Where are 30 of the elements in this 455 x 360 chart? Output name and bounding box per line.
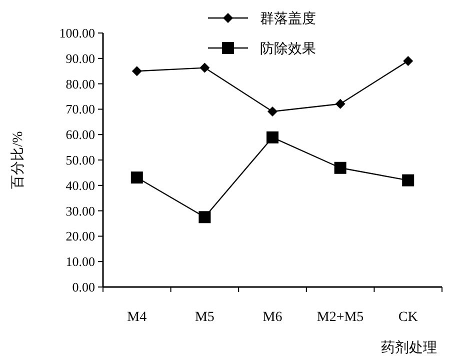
legend-label: 群落盖度	[260, 11, 316, 27]
point	[266, 131, 278, 144]
y-tick-label: 40.00	[66, 178, 95, 193]
y-axis-title: 百分比/%	[10, 130, 26, 189]
x-axis-title: 药剂处理	[381, 340, 437, 356]
point	[402, 174, 414, 186]
y-tick-label: 80.00	[66, 76, 95, 92]
x-tick-label: M6	[262, 310, 282, 325]
y-tick-label: 90.00	[66, 50, 95, 66]
legend-label: 防除效果	[260, 41, 316, 57]
y-tick-label: 70.00	[66, 102, 95, 117]
x-tick-label: M5	[194, 310, 214, 325]
point	[130, 172, 143, 184]
y-tick-label: 0.00	[72, 280, 95, 294]
point	[200, 62, 210, 73]
y-tick-label: 20.00	[66, 228, 95, 244]
y-tick-label: 100.00	[59, 26, 95, 40]
x-tick-label: M2+M5	[316, 310, 364, 325]
x-tick-label: M4	[127, 310, 147, 325]
y-tick-label: 30.00	[66, 203, 95, 218]
point	[132, 66, 142, 76]
point	[268, 106, 278, 116]
x-tick-label: CK	[398, 310, 418, 325]
point	[335, 98, 346, 109]
point	[403, 56, 414, 66]
y-tick-label: 60.00	[66, 127, 95, 142]
point	[334, 162, 346, 174]
y-tick-label: 50.00	[66, 152, 95, 168]
y-tick-label: 10.00	[66, 254, 95, 270]
point	[198, 211, 211, 224]
